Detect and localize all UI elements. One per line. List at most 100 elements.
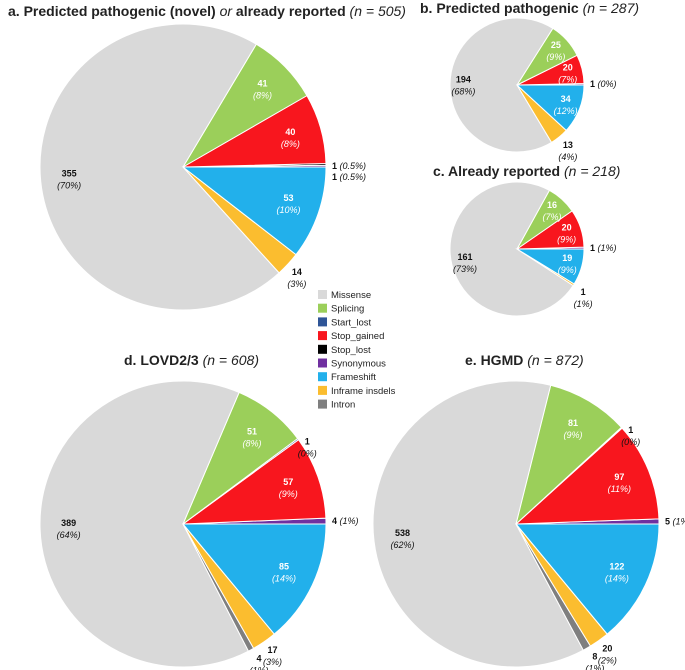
slice-label: 57 (9%) [279,477,298,499]
slice-value: 81 [568,418,578,428]
title-main: a. Predicted pathogenic (novel) [8,3,220,19]
slice-value: 85 [279,561,289,571]
slice-frameshift [514,523,660,635]
title-n: (n = 505) [350,3,406,19]
title-main: e. HGMD [465,352,527,368]
slice-label: 17 (3%) [263,645,282,667]
slice-label: 16 (7%) [543,200,562,222]
slice-percent: (8%) [242,438,261,448]
slice-percent: (1%) [574,299,593,309]
legend-swatch [318,344,327,354]
slice-label: 19 (9%) [558,253,577,275]
legend-label: Stop_gained [331,331,384,342]
slice-value: 13 [563,140,573,150]
slice-value: 4 [332,516,337,526]
pie-d: d. LOVD2/3 (n = 608) 4 (1%) 57 (9%) 1 (0%) 51 (… [39,352,359,670]
slice-percent: (70%) [57,180,81,190]
slice-percent: (12%) [554,106,578,116]
slice-value: 19 [562,253,572,263]
slice-value: 194 [456,74,471,84]
slice-label: 8 (1%) [585,652,604,670]
slice-percent: (64%) [57,530,81,540]
slice-percent: (1%) [670,516,685,526]
legend-label: Inframe insdels [331,386,396,397]
slice-percent: (9%) [557,235,576,245]
legend-swatch [318,372,327,382]
slice-label: 1 (0.5%) [332,172,366,182]
slice-percent: (10%) [277,205,301,215]
slice-label: 1 (0%) [590,79,617,89]
slice-percent: (4%) [558,152,577,162]
slice-value: 40 [285,127,295,137]
slice-percent: (9%) [558,265,577,275]
slice-label: 53 (10%) [277,193,301,215]
legend-swatch [318,331,327,341]
pie-a: a. Predicted pathogenic (novel) or alrea… [8,3,406,311]
slice-percent: (8%) [253,91,272,101]
slice-value: 53 [284,193,294,203]
slice-label: 538 (62%) [390,528,414,550]
slice-missense [39,380,250,668]
slice-label: 1 (0.5%) [332,161,366,171]
slice-percent: (73%) [453,264,477,274]
slice-value: 122 [609,561,624,571]
slice-percent: (1%) [337,516,359,526]
chart-title: c. Already reported (n = 218) [433,163,620,179]
title-main: d. LOVD2/3 [124,352,203,368]
legend-label: Intron [331,400,355,411]
slice-percent: (0.5%) [337,172,366,182]
slice-label: 81 (9%) [564,418,583,440]
chart-title: e. HGMD (n = 872) [465,352,584,368]
slice-percent: (1%) [249,665,268,670]
slice-label: 194 (68%) [451,74,475,96]
slice-percent: (8%) [281,139,300,149]
slice-value: 1 [590,243,595,253]
slice-percent: (7%) [558,75,577,85]
slice-value: 25 [551,40,561,50]
slice-percent: (14%) [272,573,296,583]
slice-percent: (9%) [279,489,298,499]
slice-percent: (0%) [595,79,617,89]
slice-label: 20 (2%) [598,644,617,666]
chart-title: d. LOVD2/3 (n = 608) [124,352,259,368]
slice-value: 1 [305,437,310,447]
pie-b: b. Predicted pathogenic (n = 287) 1 (0%) 2… [420,0,639,162]
slice-value: 161 [457,252,472,262]
slice-value: 34 [561,94,571,104]
slice-label: 85 (14%) [272,561,296,583]
legend-swatch [318,317,327,327]
slice-label: 97 (11%) [608,472,631,494]
slice-label: 41 (8%) [253,79,272,101]
slice-label: 20 (7%) [558,63,577,85]
title-n: (n = 608) [203,352,259,368]
legend-swatch [318,399,327,409]
slice-label: 4 (1%) [249,653,268,670]
slice-value: 1 [332,161,337,171]
title-n: (n = 287) [583,0,639,16]
pie-c: c. Already reported (n = 218) 1 (1%) 20 (9%… [433,163,620,317]
slice-stop_gained [181,439,327,525]
slice-value: 17 [268,645,278,655]
slice-percent: (0%) [621,437,640,447]
slice-missense [449,181,574,317]
pie-e: e. HGMD (n = 872) 5 (1%) 97 (11%) 1 (0%) 81 (9%… [372,352,685,670]
slice-percent: (1%) [595,243,617,253]
slice-label: 161 (73%) [453,252,477,274]
slice-percent: (0.5%) [337,161,366,171]
legend-label: Frameshift [331,372,376,383]
slice-value: 5 [665,516,670,526]
slice-value: 51 [247,426,257,436]
slice-percent: (14%) [605,573,629,583]
slice-label: 14 (3%) [287,267,306,289]
title-main: b. Predicted pathogenic [420,0,583,16]
slice-percent: (2%) [598,656,617,666]
slice-label: 51 (8%) [242,426,261,448]
slice-percent: (68%) [451,86,475,96]
slice-label: 5 (1%) [665,516,685,526]
chart-title: b. Predicted pathogenic (n = 287) [420,0,639,16]
slice-label: 1 (0%) [621,425,640,447]
slice-percent: (3%) [287,279,306,289]
legend-swatch [318,290,327,299]
